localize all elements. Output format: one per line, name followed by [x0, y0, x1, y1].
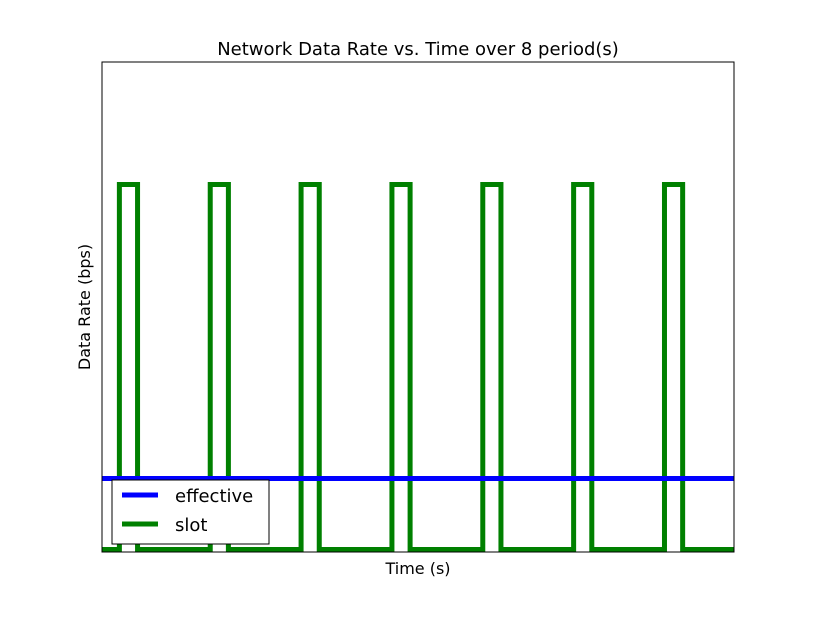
- plot-frame: [101, 61, 735, 553]
- series-layer: [102, 182, 734, 553]
- x-axis-label: Time (s): [384, 559, 450, 578]
- legend: effective slot: [111, 479, 270, 545]
- chart-title: Network Data Rate vs. Time over 8 period…: [217, 39, 619, 60]
- y-axis-label: Data Rate (bps): [75, 244, 94, 370]
- plot-background: [102, 62, 734, 552]
- plot-area: [101, 61, 735, 553]
- legend-label-slot: slot: [175, 515, 207, 536]
- legend-label-effective: effective: [175, 486, 253, 507]
- series-line-slot: [102, 182, 734, 553]
- legend-box: [111, 479, 270, 545]
